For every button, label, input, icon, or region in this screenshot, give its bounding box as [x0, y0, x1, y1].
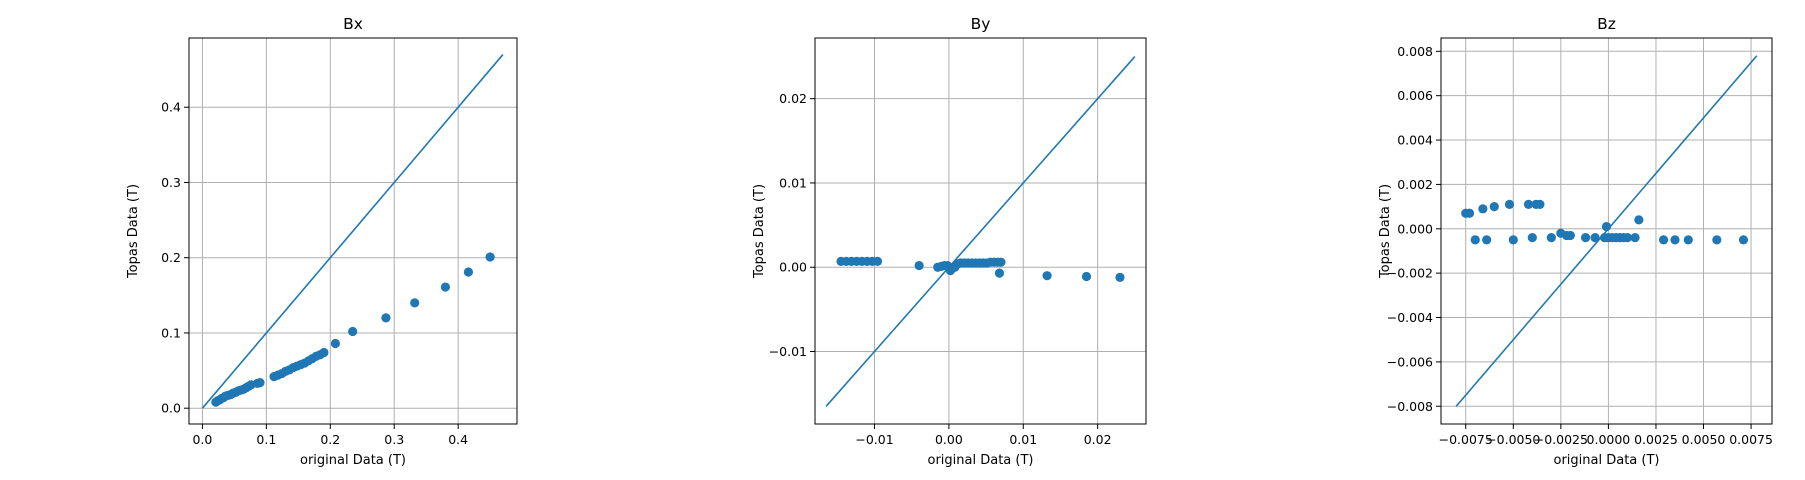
scatter-point — [1508, 235, 1518, 245]
scatter-point — [255, 378, 265, 388]
axes-frame — [188, 37, 518, 425]
x-tick-label: −0.0075 — [1439, 432, 1493, 447]
scatter-point — [994, 268, 1005, 278]
x-tick-label: 0.3 — [384, 432, 404, 447]
y-tick-label: 0.02 — [779, 91, 807, 106]
scatter-point — [1590, 233, 1600, 243]
y-tick-label: 0.0 — [161, 401, 181, 416]
y-tick-label: 0.3 — [161, 175, 181, 190]
scatter-point — [1683, 235, 1693, 245]
y-tick-label: 0.4 — [161, 100, 181, 115]
scatter-point — [485, 252, 495, 262]
subplot-by: −0.01 0.00 0.01 0.02 −0.01 0.00 0.01 0.02 By orig… — [752, 15, 1147, 468]
y-tick-label: 0.004 — [1397, 133, 1433, 148]
y-tick-label: 0.00 — [779, 260, 807, 275]
axes-frame — [1440, 37, 1773, 425]
scatter-point — [1670, 235, 1680, 245]
scatter-point — [1464, 208, 1475, 218]
y-tick-label: 0.008 — [1397, 44, 1433, 59]
scatter-point — [1489, 201, 1499, 212]
scatter-point — [1523, 199, 1534, 209]
y-tick-label: −0.008 — [1387, 399, 1433, 414]
reference-line — [201, 54, 504, 409]
scatter-point — [1738, 235, 1749, 245]
y-axis-label: Topas Data (T) — [126, 184, 141, 279]
scatter-point — [463, 267, 474, 277]
x-tick-label: 0.00 — [935, 432, 963, 447]
y-tick-label: −0.01 — [769, 344, 807, 359]
y-tick-label: 0.002 — [1397, 177, 1433, 192]
y-tick-label: 0.01 — [779, 175, 807, 190]
x-tick-label: −0.0050 — [1486, 432, 1540, 447]
y-tick-label: 0.000 — [1397, 221, 1433, 236]
x-axis-label: original Data (T) — [928, 453, 1034, 468]
scatter-point — [1580, 233, 1591, 243]
scatter-point — [319, 347, 329, 358]
y-tick-label: −0.004 — [1387, 310, 1433, 325]
x-tick-label: −0.01 — [855, 432, 893, 447]
scatter-point — [1601, 221, 1612, 232]
scatter-point — [440, 282, 450, 292]
scatter-point — [348, 326, 358, 337]
scatter-point — [1482, 235, 1492, 245]
y-tick-label: 0.006 — [1397, 88, 1433, 103]
y-tick-label: −0.006 — [1387, 354, 1433, 369]
x-tick-label: 0.4 — [448, 432, 468, 447]
scatter-point — [1478, 204, 1488, 214]
scatter-point — [1470, 235, 1480, 245]
scatter-point — [1535, 199, 1545, 209]
x-tick-label: 0.1 — [256, 432, 276, 447]
scatter-point — [1115, 272, 1125, 282]
scatter-point — [1527, 233, 1537, 243]
scatter-point — [1622, 233, 1633, 243]
x-tick-label: 0.0000 — [1587, 432, 1631, 447]
scatter-point — [1658, 235, 1669, 245]
reference-line — [825, 56, 1136, 407]
scatter-point — [1712, 235, 1722, 245]
x-tick-label: 0.0050 — [1682, 432, 1726, 447]
scatter-point — [872, 256, 883, 266]
x-tick-label: −0.0025 — [1534, 432, 1588, 447]
x-tick-label: 0.0025 — [1634, 432, 1678, 447]
scatter-point — [1081, 271, 1092, 282]
x-tick-label: 0.2 — [320, 432, 340, 447]
x-tick-label: 0.01 — [1009, 432, 1037, 447]
scatter-point — [1630, 233, 1640, 243]
x-axis-label: original Data (T) — [300, 453, 406, 468]
x-axis-label: original Data (T) — [1554, 453, 1660, 468]
axes-frame — [814, 37, 1147, 425]
y-axis-label: Topas Data (T) — [1378, 184, 1393, 279]
x-tick-label: 0.02 — [1084, 432, 1112, 447]
scatter-point — [914, 260, 924, 271]
scatter-point — [330, 338, 341, 349]
y-tick-label: 0.2 — [161, 250, 181, 265]
scatter-point — [381, 313, 391, 323]
scatter-point — [410, 298, 420, 308]
scatter-point — [1504, 199, 1515, 209]
y-tick-label: 0.1 — [161, 325, 181, 340]
scatter-point — [1634, 215, 1644, 225]
chart-title: By — [971, 15, 991, 33]
scatter-point — [1565, 230, 1575, 241]
chart-title: Bz — [1597, 15, 1616, 33]
scatter-point — [1546, 233, 1556, 243]
scatter-point — [996, 257, 1006, 267]
y-tick-label: −0.002 — [1387, 266, 1433, 281]
x-tick-label: 0.0 — [192, 432, 212, 447]
x-tick-label: 0.0075 — [1729, 432, 1773, 447]
subplot-bx: 0.0 0.1 0.2 0.3 0.4 0.0 0.1 0.2 0.3 0.4 Bx original… — [126, 15, 518, 468]
y-axis-label: Topas Data (T) — [752, 184, 767, 279]
chart-title: Bx — [343, 15, 363, 33]
scatter-point — [1042, 271, 1052, 281]
